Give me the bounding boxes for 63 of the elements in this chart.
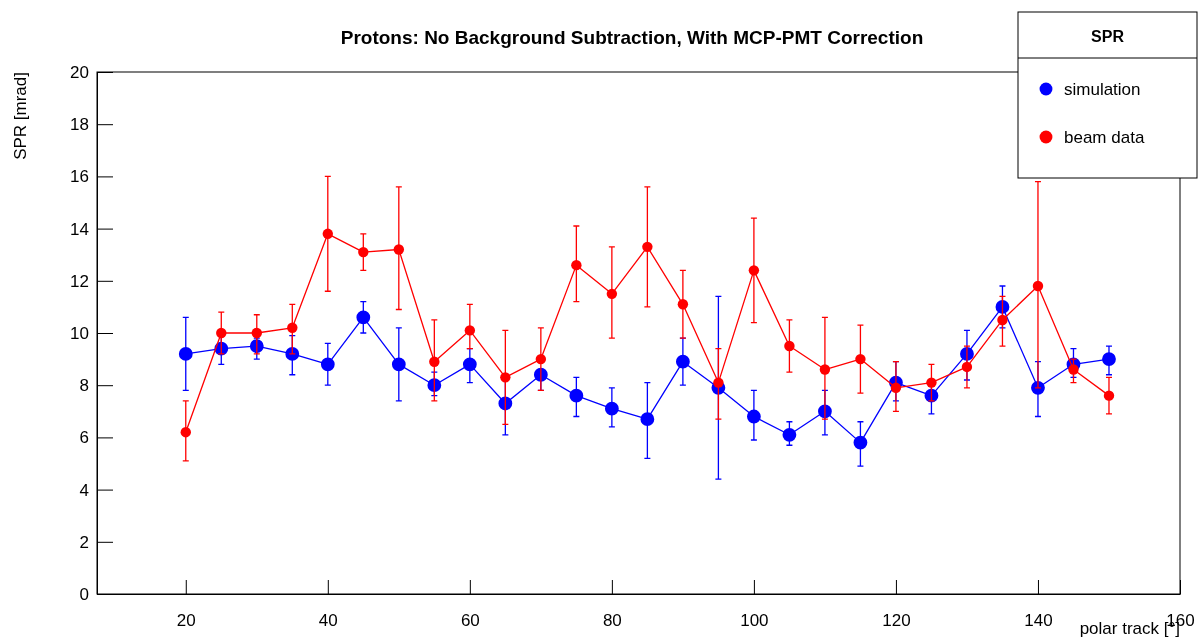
- point: [358, 246, 369, 258]
- y-tick-label: 4: [79, 480, 89, 500]
- x-tick-label: 40: [318, 611, 338, 631]
- point: [819, 364, 831, 375]
- point: [251, 327, 262, 339]
- y-tick-label: 10: [70, 323, 89, 343]
- point: [287, 322, 298, 333]
- legend-title: SPR: [1091, 28, 1125, 45]
- point: [569, 388, 584, 403]
- point: [855, 353, 866, 365]
- point: [642, 241, 653, 253]
- legend-label: beam data: [1064, 128, 1145, 147]
- point: [997, 314, 1008, 326]
- x-tick-label: 80: [602, 611, 622, 631]
- point: [961, 361, 973, 373]
- y-tick-label: 8: [79, 376, 89, 396]
- point: [500, 372, 511, 383]
- point: [782, 427, 797, 442]
- y-tick-label: 14: [70, 219, 89, 239]
- point: [713, 377, 724, 388]
- x-tick-label: 120: [882, 611, 911, 631]
- point: [322, 228, 334, 240]
- point: [748, 265, 760, 276]
- point: [677, 299, 689, 310]
- chart-title: Protons: No Background Subtraction, With MCP-PMT Correction: [340, 27, 924, 48]
- point: [604, 401, 619, 416]
- point: [1103, 390, 1115, 401]
- point: [746, 409, 761, 424]
- point: [571, 259, 582, 271]
- point: [1032, 280, 1044, 292]
- y-tick-label: 16: [70, 167, 89, 187]
- point: [1102, 352, 1116, 366]
- y-axis-title: SPR [mrad]: [11, 72, 30, 160]
- x-tick-label: 100: [740, 611, 769, 631]
- y-tick-label: 12: [70, 271, 89, 291]
- point: [675, 354, 690, 369]
- point: [535, 353, 547, 365]
- point: [464, 325, 476, 336]
- point: [320, 357, 335, 372]
- point: [356, 310, 371, 325]
- x-tick-label: 60: [460, 611, 480, 631]
- point: [784, 340, 795, 352]
- point: [429, 356, 440, 367]
- point: [180, 426, 191, 438]
- point: [391, 357, 406, 372]
- point: [926, 377, 937, 388]
- point: [853, 435, 868, 450]
- y-tick-label: 18: [70, 115, 89, 135]
- point: [462, 357, 477, 372]
- point: [640, 412, 655, 427]
- y-tick-label: 20: [70, 62, 89, 82]
- x-tick-label: 140: [1024, 611, 1053, 631]
- x-tick-label: 20: [176, 611, 196, 631]
- point: [178, 346, 193, 361]
- legend-label: simulation: [1064, 80, 1141, 99]
- y-tick-label: 2: [79, 532, 89, 552]
- point: [393, 244, 405, 255]
- point: [606, 288, 618, 300]
- y-tick-label: 0: [79, 584, 89, 604]
- point: [216, 327, 227, 339]
- point: [890, 382, 902, 393]
- y-tick-label: 6: [79, 428, 89, 448]
- point: [1068, 364, 1079, 375]
